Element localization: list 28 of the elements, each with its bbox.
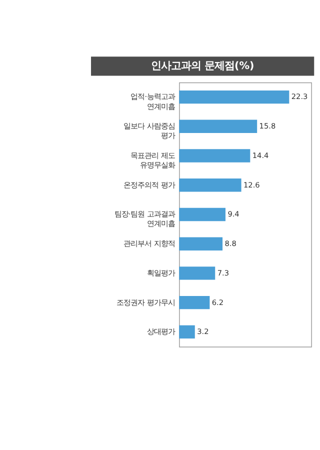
y-tick-label: 관리부서 지향적 — [124, 239, 176, 248]
data-label: 14.4 — [252, 150, 270, 160]
data-label: 8.8 — [224, 239, 237, 248]
bar — [179, 178, 242, 192]
y-tick-label: 상대평가 — [147, 327, 176, 336]
y-tick-label: 업적·능력고과 연계미흡 — [130, 92, 176, 111]
bar — [179, 120, 258, 134]
bar — [179, 208, 226, 222]
data-label: 9.4 — [228, 210, 240, 219]
bar — [179, 325, 195, 339]
chart-title: 인사고과의 문제점(%) — [150, 60, 254, 72]
y-tick-label: 팀장·팀원 고과결과 연계미흡 — [114, 210, 176, 228]
bar — [179, 266, 216, 280]
bar — [179, 149, 250, 162]
y-tick-label: 온정주의적 평가 — [124, 180, 176, 190]
data-label: 12.6 — [243, 180, 260, 190]
y-tick-label: 목표관리 제도 유명무실화 — [130, 150, 176, 170]
bar — [179, 296, 210, 310]
data-label: 15.8 — [259, 122, 276, 131]
bar — [179, 90, 290, 104]
data-label: 6.2 — [212, 298, 224, 307]
y-tick-label: 조정권자 평가무시 — [116, 298, 176, 307]
y-tick-label: 일보다 사람중심 평가 — [124, 122, 176, 140]
data-label: 22.3 — [291, 92, 308, 102]
data-label: 3.2 — [197, 327, 209, 336]
data-label: 7.3 — [217, 268, 230, 278]
y-tick-label: 획일평가 — [147, 268, 176, 278]
bar — [179, 237, 223, 250]
